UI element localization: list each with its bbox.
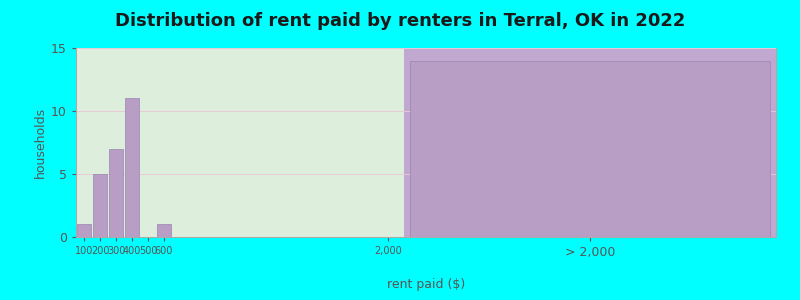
Text: rent paid ($): rent paid ($) xyxy=(387,278,465,291)
Bar xyxy=(93,174,107,237)
Y-axis label: households: households xyxy=(34,107,47,178)
Bar xyxy=(109,149,123,237)
Bar xyxy=(77,224,91,237)
Bar xyxy=(157,224,171,237)
Bar xyxy=(125,98,139,237)
Text: Distribution of rent paid by renters in Terral, OK in 2022: Distribution of rent paid by renters in … xyxy=(115,12,685,30)
